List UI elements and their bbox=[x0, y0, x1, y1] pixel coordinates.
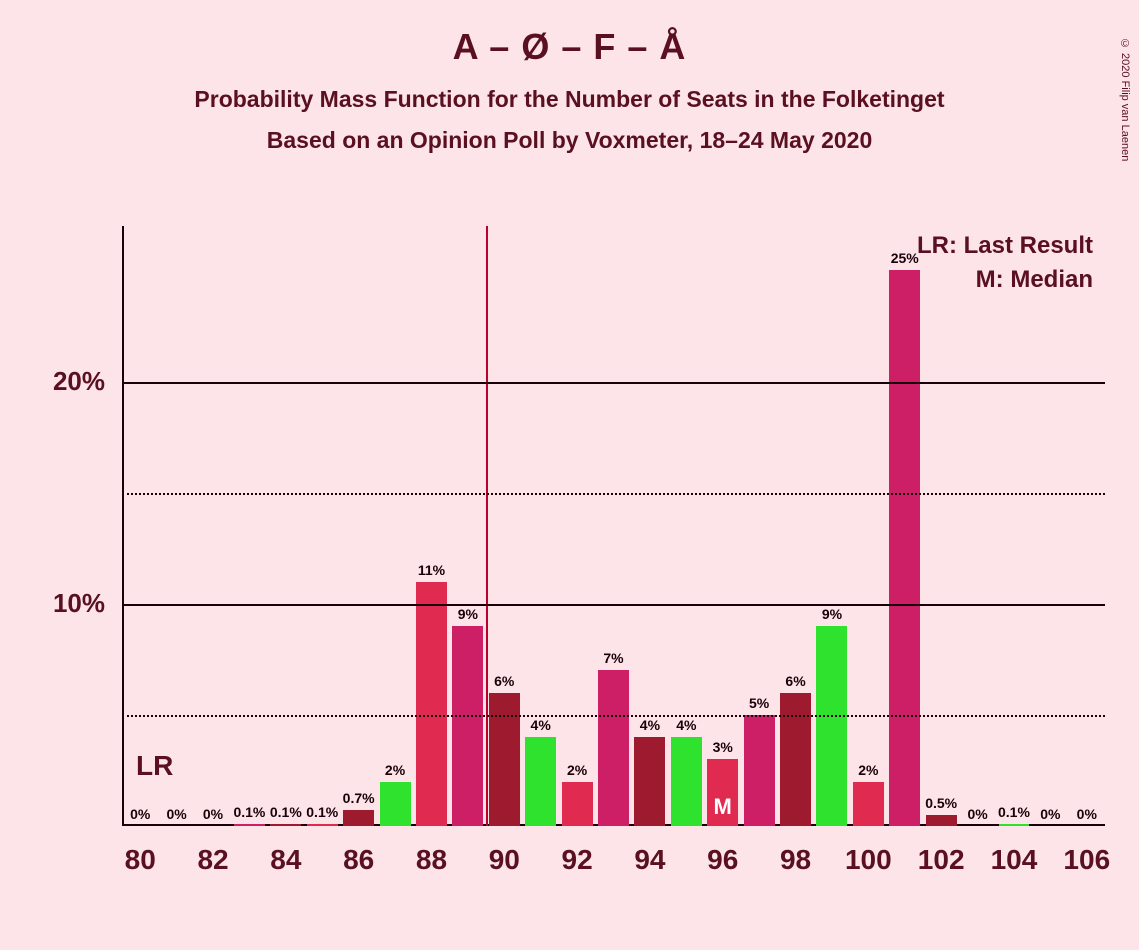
bar-value-label: 0% bbox=[130, 806, 150, 822]
bar-value-label: 9% bbox=[458, 606, 478, 622]
x-tick-label: 100 bbox=[845, 844, 892, 876]
bar-value-label: 2% bbox=[385, 762, 405, 778]
bar-value-label: 4% bbox=[531, 717, 551, 733]
bar bbox=[307, 824, 338, 826]
bar-value-label: 11% bbox=[418, 562, 445, 578]
bar-value-label: 3% bbox=[713, 739, 733, 755]
bar-value-label: 6% bbox=[494, 673, 514, 689]
gridline-minor bbox=[122, 715, 1105, 717]
bar bbox=[816, 626, 847, 826]
x-tick-label: 82 bbox=[197, 844, 228, 876]
bar bbox=[598, 670, 629, 826]
bar bbox=[343, 810, 374, 826]
median-marker: M bbox=[714, 794, 732, 820]
copyright-text: © 2020 Filip van Laenen bbox=[1119, 38, 1131, 161]
bar bbox=[853, 782, 884, 826]
y-tick-label: 20% bbox=[45, 366, 105, 397]
bar-value-label: 2% bbox=[858, 762, 878, 778]
bar-value-label: 0% bbox=[166, 806, 186, 822]
bar-value-label: 0% bbox=[1077, 806, 1097, 822]
bar-value-label: 4% bbox=[640, 717, 660, 733]
bar bbox=[889, 270, 920, 826]
bar bbox=[525, 737, 556, 826]
chart-subtitle-2: Based on an Opinion Poll by Voxmeter, 18… bbox=[0, 127, 1139, 154]
bar-value-label: 7% bbox=[603, 650, 623, 666]
bar-value-label: 0.7% bbox=[343, 790, 375, 806]
bar-value-label: 9% bbox=[822, 606, 842, 622]
x-tick-label: 80 bbox=[125, 844, 156, 876]
bar-value-label: 0% bbox=[203, 806, 223, 822]
x-tick-label: 94 bbox=[634, 844, 665, 876]
bar-value-label: 0.1% bbox=[306, 804, 338, 820]
x-tick-label: 84 bbox=[270, 844, 301, 876]
bar-value-label: 2% bbox=[567, 762, 587, 778]
x-tick-label: 96 bbox=[707, 844, 738, 876]
chart-area: LR: Last Result M: Median 0%0%0%0.1%0.1%… bbox=[40, 226, 1105, 916]
bar-value-label: 0% bbox=[1040, 806, 1060, 822]
gridline-major bbox=[122, 604, 1105, 606]
bar bbox=[634, 737, 665, 826]
bar bbox=[416, 582, 447, 826]
bar-value-label: 6% bbox=[785, 673, 805, 689]
bar-value-label: 0% bbox=[967, 806, 987, 822]
bar bbox=[489, 693, 520, 826]
x-tick-label: 102 bbox=[918, 844, 965, 876]
bar bbox=[780, 693, 811, 826]
bar-value-label: 0.1% bbox=[233, 804, 265, 820]
bar-value-label: 0.1% bbox=[998, 804, 1030, 820]
bar bbox=[926, 815, 957, 826]
plot-region: 0%0%0%0.1%0.1%0.1%0.7%2%11%9%6%4%2%7%4%4… bbox=[122, 226, 1105, 826]
bar bbox=[671, 737, 702, 826]
y-tick-label: 10% bbox=[45, 588, 105, 619]
bar bbox=[744, 715, 775, 826]
x-tick-label: 92 bbox=[562, 844, 593, 876]
bar bbox=[270, 824, 301, 826]
bar bbox=[234, 824, 265, 826]
x-tick-label: 104 bbox=[991, 844, 1038, 876]
bar-value-label: 0.5% bbox=[925, 795, 957, 811]
bar-value-label: 4% bbox=[676, 717, 696, 733]
x-tick-label: 90 bbox=[489, 844, 520, 876]
bar bbox=[562, 782, 593, 826]
x-tick-label: 106 bbox=[1063, 844, 1110, 876]
bar-value-label: 25% bbox=[891, 250, 919, 266]
bar-value-label: 0.1% bbox=[270, 804, 302, 820]
x-tick-label: 88 bbox=[416, 844, 447, 876]
bar bbox=[380, 782, 411, 826]
last-result-label: LR bbox=[136, 750, 173, 782]
chart-title: A – Ø – F – Å bbox=[0, 26, 1139, 68]
chart-subtitle-1: Probability Mass Function for the Number… bbox=[0, 86, 1139, 113]
bar bbox=[452, 626, 483, 826]
gridline-major bbox=[122, 382, 1105, 384]
bar-value-label: 5% bbox=[749, 695, 769, 711]
x-tick-label: 98 bbox=[780, 844, 811, 876]
x-tick-label: 86 bbox=[343, 844, 374, 876]
gridline-minor bbox=[122, 493, 1105, 495]
last-result-line bbox=[486, 226, 488, 826]
bar bbox=[999, 824, 1030, 826]
